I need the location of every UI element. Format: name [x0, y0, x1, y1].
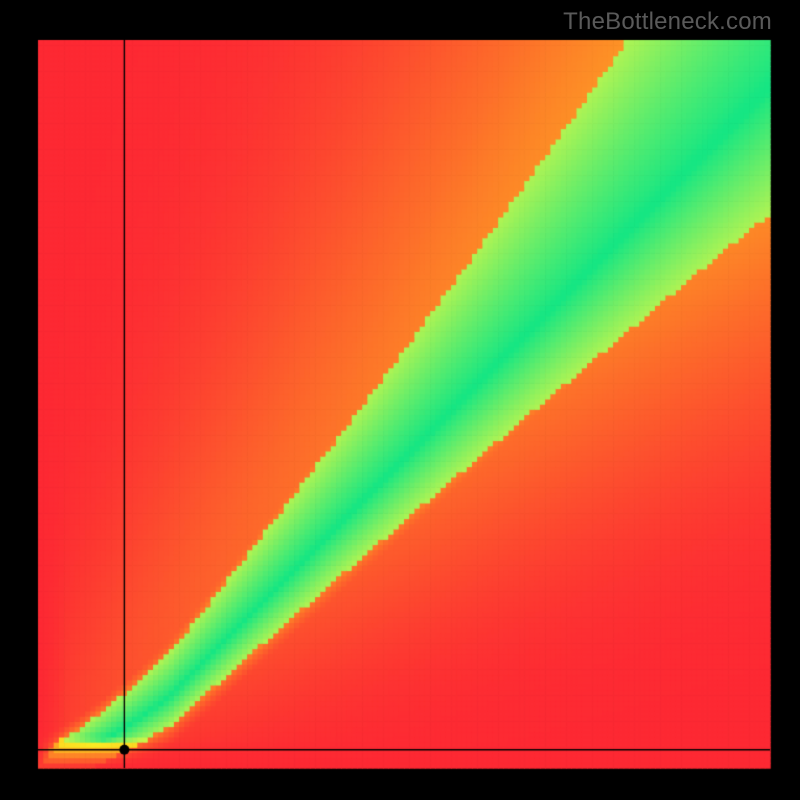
- chart-container: TheBottleneck.com: [0, 0, 800, 800]
- watermark-text: TheBottleneck.com: [563, 8, 772, 36]
- bottleneck-heatmap: [0, 0, 800, 800]
